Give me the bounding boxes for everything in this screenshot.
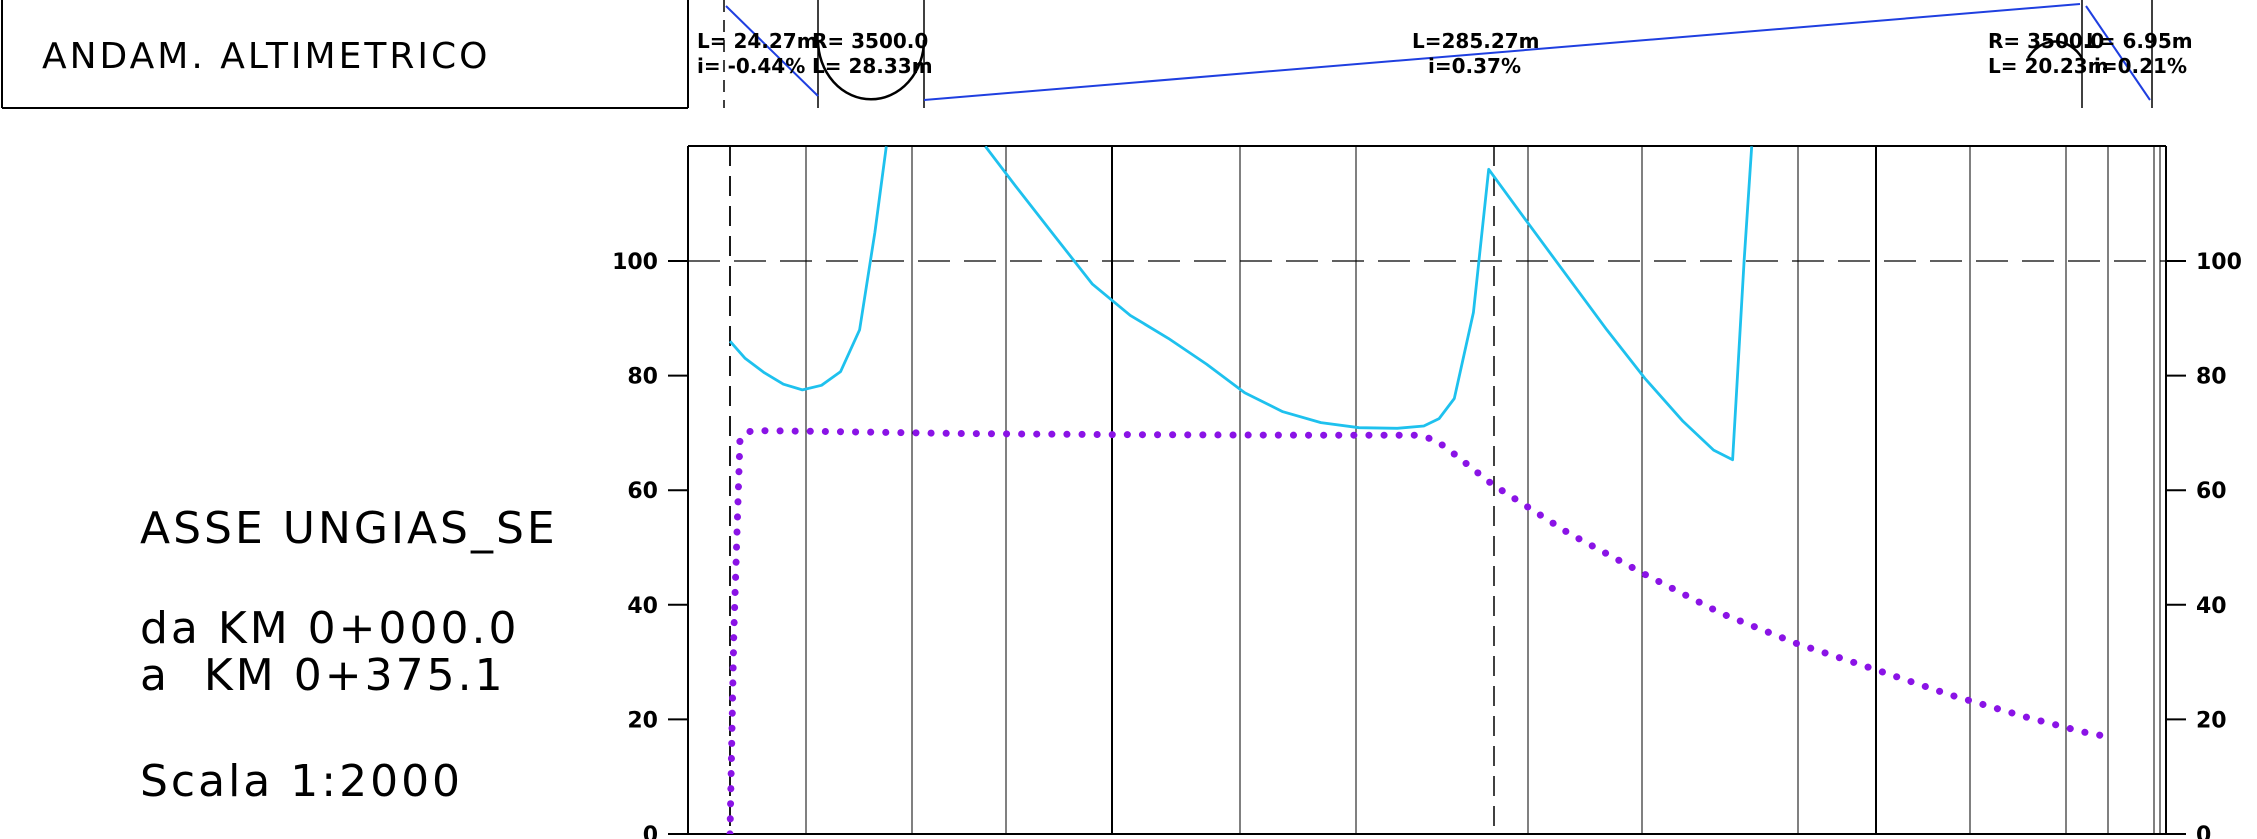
- grade-line-main: [923, 3, 2081, 101]
- annot-segment-c-length: L=285.27m: [1412, 29, 1540, 53]
- grade-line-start: [725, 5, 819, 97]
- y-tick-label-left: 100: [612, 250, 658, 275]
- y-tick-label-right: 0: [2196, 823, 2211, 839]
- annot-curve-d-length: L= 20.23m: [1988, 54, 2109, 78]
- annot-segment-e-length: L= 6.95m: [2086, 29, 2193, 53]
- y-tick-label-left: 80: [627, 365, 658, 390]
- y-tick-label-right: 100: [2196, 250, 2242, 275]
- drawing-scale: Scala 1:2000: [140, 756, 463, 807]
- y-tick-label-right: 60: [2196, 479, 2227, 504]
- series-layer: [726, 146, 2114, 834]
- vertical-curve-crest: [2026, 40, 2084, 59]
- header-label: ANDAM. ALTIMETRICO: [42, 36, 490, 77]
- header-strip: ANDAM. ALTIMETRICO L= 24.27m i= -0.44% R…: [1, 0, 2193, 109]
- annot-curve-d-radius: R= 3500.0: [1988, 29, 2104, 53]
- y-tick-label-left: 60: [627, 479, 658, 504]
- profile-chart: 0 20 40 60 80 100 0 20 40 60 80 100: [612, 145, 2242, 839]
- annot-curve-b-length: L= 28.33m: [812, 54, 933, 78]
- start-km: da KM 0+000.0: [140, 603, 520, 654]
- annot-curve-b-radius: R= 3500.0: [812, 29, 928, 53]
- project-grade-series: [726, 427, 2114, 834]
- terrain-profile-series: [984, 146, 1754, 462]
- y-tick-label-right: 80: [2196, 365, 2227, 390]
- y-axis-right: 0 20 40 60 80 100: [2166, 250, 2242, 839]
- terrain-profile-series: [728, 146, 888, 392]
- annot-segment-c-slope: i=0.37%: [1428, 54, 1521, 78]
- y-tick-label-right: 40: [2196, 594, 2227, 619]
- y-tick-label-left: 20: [627, 708, 658, 733]
- y-axis-left: 0 20 40 60 80 100: [612, 250, 688, 839]
- y-tick-label-right: 20: [2196, 708, 2227, 733]
- grade-line-end: [2085, 5, 2151, 101]
- y-tick-label-left: 0: [643, 823, 658, 839]
- annot-segment-a-slope: i= -0.44%: [697, 54, 805, 78]
- axis-info: ASSE UNGIAS_SE da KM 0+000.0 a KM 0+375.…: [140, 503, 558, 807]
- annot-segment-a-length: L= 24.27m: [697, 29, 818, 53]
- vertical-curve-sag: [816, 39, 926, 101]
- annot-segment-e-slope: i=0.21%: [2094, 54, 2187, 78]
- end-km: a KM 0+375.1: [140, 650, 506, 701]
- y-tick-label-left: 40: [627, 594, 658, 619]
- axis-name: ASSE UNGIAS_SE: [140, 503, 558, 554]
